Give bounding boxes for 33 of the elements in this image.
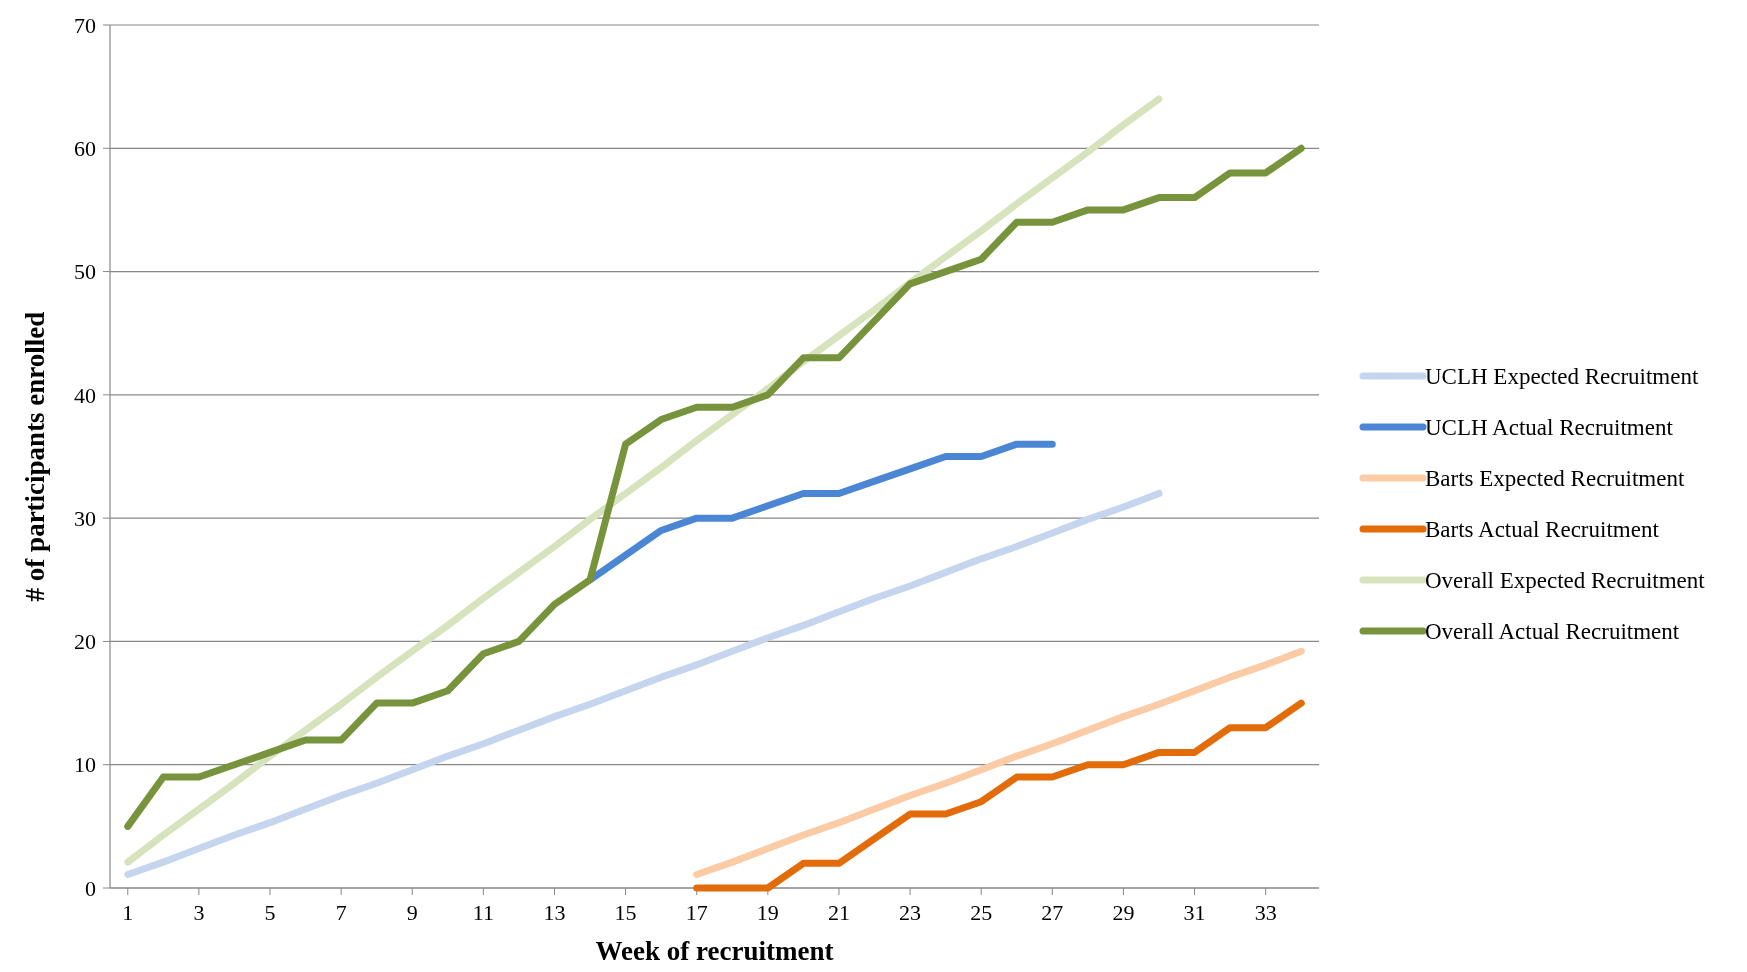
legend-label: Overall Expected Recruitment — [1425, 568, 1706, 594]
x-tick-label: 11 — [472, 900, 494, 925]
y-tick-label: 20 — [74, 629, 96, 655]
x-tick-label: 9 — [406, 900, 418, 925]
x-tick-label: 29 — [1112, 900, 1135, 925]
legend-label: Barts Actual Recruitment — [1425, 517, 1660, 543]
x-tick-label: 33 — [1254, 900, 1277, 925]
x-tick-label: 13 — [543, 900, 566, 925]
x-tick-label: 31 — [1183, 900, 1206, 925]
legend-label: UCLH Actual Recruitment — [1425, 415, 1674, 441]
legend-label: Barts Expected Recruitment — [1425, 466, 1685, 492]
x-tick-label: 1 — [122, 900, 134, 925]
y-tick-label: 60 — [74, 135, 96, 161]
x-tick-label: 21 — [827, 900, 850, 925]
y-tick-label: 10 — [74, 752, 96, 778]
x-tick-label: 25 — [970, 900, 993, 925]
legend-label: Overall Actual Recruitment — [1425, 619, 1680, 645]
y-tick-label: 40 — [74, 382, 96, 408]
x-tick-label: 23 — [899, 900, 922, 925]
x-tick-label: 19 — [756, 900, 779, 925]
y-tick-label: 30 — [74, 505, 96, 531]
x-tick-label: 27 — [1041, 900, 1064, 925]
x-tick-label: 7 — [335, 900, 347, 925]
x-tick-label: 5 — [264, 900, 276, 925]
x-tick-label: 17 — [685, 900, 708, 925]
x-tick-label: 3 — [193, 900, 205, 925]
legend-label: UCLH Expected Recruitment — [1425, 364, 1699, 390]
y-tick-label: 0 — [85, 875, 96, 901]
x-axis-title: Week of recruitment — [595, 936, 834, 966]
y-tick-label: 50 — [74, 259, 96, 285]
x-tick-label: 15 — [614, 900, 637, 925]
y-tick-label: 70 — [74, 12, 96, 38]
y-axis-title: # of participants enrolled — [20, 311, 50, 602]
